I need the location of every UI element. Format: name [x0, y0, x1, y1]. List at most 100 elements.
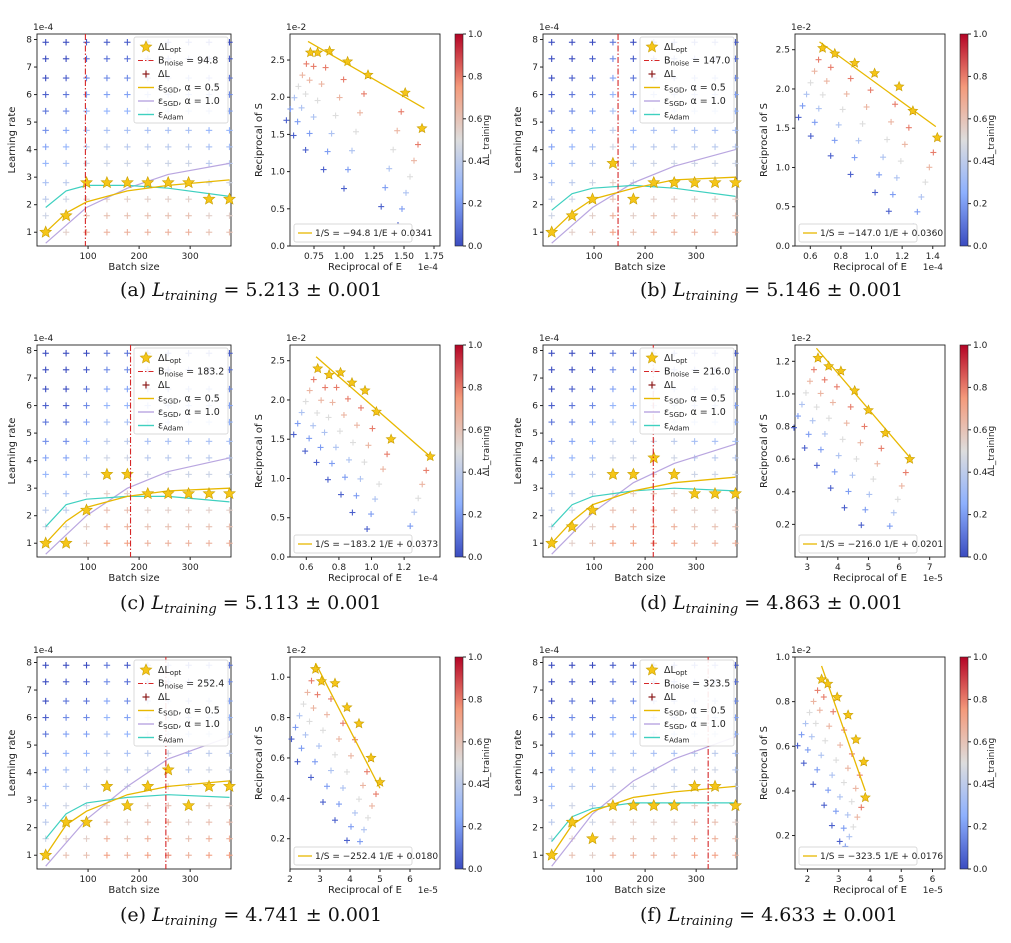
fit-legend-label: 1/S = −94.8 1/E + 0.0341 — [315, 229, 432, 239]
y-tick-label: 3 — [26, 173, 32, 183]
plot-frame — [289, 33, 441, 247]
opt-star — [120, 467, 134, 480]
y-tick-label: 4 — [532, 769, 538, 779]
x-tick-label: 3 — [836, 875, 842, 885]
x-tick-label: 200 — [637, 252, 654, 262]
opt-star — [708, 779, 722, 792]
y-tick-label: 5 — [532, 741, 538, 751]
x-axis-label: Batch size — [614, 573, 665, 584]
fit-legend-label: 1/S = −183.2 1/E + 0.0373 — [315, 540, 438, 550]
opt-star — [202, 779, 216, 792]
opt-star — [359, 384, 371, 396]
colorbar: 0.0 0.2 0.4 0.6 0.8 1.0 ΔL_training — [454, 341, 492, 563]
y-axis-label: Reciprocal of S — [254, 726, 265, 800]
colorbar-tick-label: 0.4 — [973, 780, 988, 790]
legend-label: ΔL — [158, 380, 170, 391]
colorbar-tick-label: 0.6 — [973, 426, 988, 436]
y-tick-label: 3 — [532, 484, 538, 494]
colorbar: 0.0 0.2 0.4 0.6 0.8 1.0 ΔL_training — [959, 341, 997, 563]
colorbar-tick-label: 0.2 — [468, 823, 482, 833]
colorbar-tick-label: 0.0 — [468, 242, 483, 252]
colorbar-gradient — [959, 33, 969, 247]
colorbar-gradient — [959, 344, 969, 558]
y-tick-label: 3 — [532, 173, 538, 183]
x-tick-label: 0.8 — [332, 563, 347, 573]
opt-star — [335, 366, 347, 378]
y-tick-label: 7 — [26, 686, 32, 696]
opt-star — [565, 815, 579, 828]
colorbar-tick-label: 0.8 — [973, 72, 988, 82]
opt-star — [586, 831, 599, 845]
legend-label: ΔL — [664, 69, 676, 80]
fit-line — [815, 347, 912, 460]
x-axis-label: Reciprocal of E — [833, 885, 907, 896]
sgd-alpha1-curve — [551, 736, 736, 867]
opt-star — [858, 756, 870, 767]
colorbar-tick-label: 0.0 — [973, 865, 988, 875]
colorbar-tick-label: 0.6 — [468, 115, 483, 125]
legend-label: Bnoise = 94.8 — [158, 56, 218, 68]
opt-star — [606, 156, 620, 169]
y-tick-label: 0.0 — [271, 242, 286, 252]
y-exponent: 1e-2 — [791, 646, 811, 656]
y-axis-label: Learning rate — [7, 418, 18, 485]
opt-star — [141, 486, 155, 500]
opt-star — [829, 47, 841, 59]
colorbar-tick-label: 0.0 — [973, 553, 988, 563]
opt-star — [312, 362, 324, 374]
y-tick-label: 5 — [26, 741, 32, 751]
x-tick-label: 100 — [79, 563, 96, 573]
fit-legend-box — [293, 846, 413, 866]
y-tick-label: 6 — [26, 91, 32, 101]
y-axis-label: Learning rate — [7, 107, 18, 174]
opt-star — [606, 798, 620, 812]
panel-e: 100 200 300 1 2 3 4 5 6 7 81e-4 Batch size Learning … — [7, 646, 492, 929]
opt-star — [309, 663, 322, 674]
colorbar: 0.0 0.2 0.4 0.6 0.8 1.0 ΔL_training — [959, 30, 997, 252]
lr-batch-plot: 100 200 300 1 2 3 4 5 6 7 81e-4 Batch size Learning … — [513, 646, 742, 896]
legend-star-icon — [645, 351, 659, 364]
colorbar-tick-label: 1.0 — [973, 30, 988, 40]
panel-caption: (e) Ltraining = 4.741 ± 0.001 — [120, 904, 382, 929]
legend-box — [133, 36, 229, 124]
panel-caption: (c) Ltraining = 5.113 ± 0.001 — [120, 592, 382, 617]
adam-curve — [45, 495, 230, 528]
legend-label: εAdam — [664, 110, 690, 122]
x-tick-label: 0.6 — [803, 252, 818, 262]
y-tick-label: 2 — [26, 201, 32, 211]
y-exponent: 1e-4 — [33, 646, 54, 656]
legend-box — [133, 347, 229, 435]
opt-star — [904, 453, 916, 464]
legend: ΔLopt Bnoise = 323.5ΔL εSGD, α = 0.5εSGD, … — [639, 659, 735, 747]
opt-star — [729, 798, 742, 812]
x-axis-label: Reciprocal of E — [328, 573, 402, 584]
sgd-alpha1-curve — [45, 736, 230, 867]
opt-star — [907, 105, 919, 116]
y-exponent: 1e-2 — [286, 334, 306, 344]
y-tick-label: 0.6 — [776, 455, 791, 465]
y-tick-label: 0.5 — [271, 205, 285, 215]
legend-label: εSGD, α = 1.0 — [158, 96, 220, 108]
opt-star — [931, 131, 943, 143]
legend-label: εSGD, α = 1.0 — [664, 719, 726, 731]
fit-line — [819, 41, 937, 128]
y-exponent: 1e-4 — [539, 646, 560, 656]
opt-star — [324, 45, 336, 56]
x-tick-label: 3 — [804, 563, 810, 573]
colorbar-tick-label: 0.0 — [973, 242, 988, 252]
y-tick-label: 5 — [532, 429, 538, 439]
opt-star — [39, 536, 53, 549]
colorbar-gradient — [454, 656, 464, 870]
fit-line — [315, 356, 431, 457]
colorbar-tick-label: 0.2 — [973, 511, 987, 521]
legend: ΔLopt Bnoise = 147.0ΔL εSGD, α = 0.5εSGD, … — [639, 36, 735, 124]
x-tick-label: 1.75 — [424, 252, 444, 262]
opt-star — [315, 675, 328, 686]
opt-star — [835, 365, 847, 376]
y-axis-label: Reciprocal of S — [759, 103, 770, 177]
legend-label: εSGD, α = 0.5 — [664, 394, 726, 406]
fit-legend-label: 1/S = −252.4 1/E + 0.0180 — [315, 852, 438, 862]
colorbar-tick-label: 0.8 — [973, 383, 988, 393]
fit-legend-label: 1/S = −323.5 1/E + 0.0176 — [820, 852, 943, 862]
fit-legend-box — [798, 846, 918, 866]
